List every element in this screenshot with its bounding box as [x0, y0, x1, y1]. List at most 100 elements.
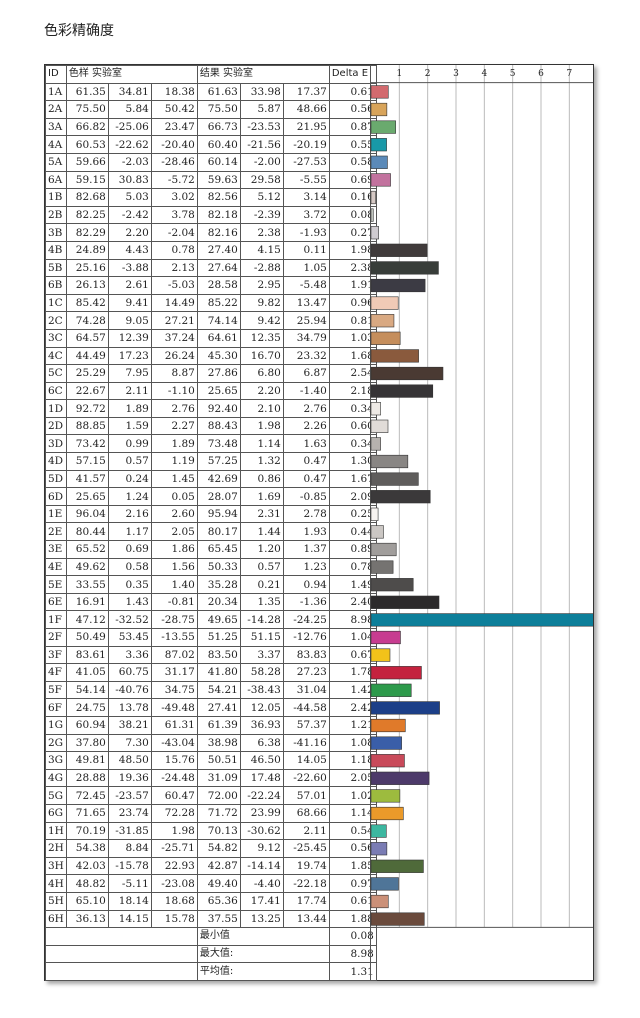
bar-2A [370, 102, 388, 117]
sample-b: 15.78 [150, 909, 198, 929]
result-l: 85.22 [196, 293, 241, 313]
bar-3E [370, 542, 397, 557]
bar-5C [370, 366, 444, 381]
summary-label: 平均值: [196, 962, 330, 981]
sample-l: 25.65 [65, 487, 109, 506]
sample-a: 38.21 [107, 715, 152, 735]
sample-a: 53.45 [107, 628, 152, 647]
sample-l: 49.62 [65, 557, 109, 577]
sample-a: 13.78 [107, 698, 152, 717]
table-row: 1E 96.04 2.16 2.60 95.94 2.31 2.78 0.25 [45, 504, 377, 524]
axis-tick-label: 5 [510, 69, 516, 79]
sample-l: 54.14 [65, 680, 109, 700]
bar-2F [370, 630, 401, 645]
table-row: 1D 92.72 1.89 2.76 92.40 2.10 2.76 0.34 [45, 399, 377, 418]
result-a: 9.82 [239, 293, 284, 313]
bar-2D [370, 419, 389, 433]
table-row: 5B 25.16 -3.88 2.13 27.64 -2.88 1.05 2.38 [45, 258, 377, 278]
sample-l: 48.82 [65, 874, 109, 893]
result-l: 27.40 [196, 240, 241, 260]
result-l: 45.30 [196, 346, 241, 366]
result-l: 31.09 [196, 768, 241, 788]
patch-id: 6E [45, 592, 67, 612]
sample-a: 14.15 [107, 909, 152, 929]
result-l: 83.50 [196, 645, 241, 665]
result-l: 42.69 [196, 469, 241, 489]
result-l: 61.39 [196, 715, 241, 735]
result-a: 58.28 [239, 663, 284, 682]
result-a: 46.50 [239, 751, 284, 770]
result-l: 65.36 [196, 891, 241, 911]
sample-a: 4.43 [107, 240, 152, 260]
result-l: 75.50 [196, 100, 241, 119]
result-a: -30.62 [239, 821, 284, 841]
bar-4F [370, 666, 422, 680]
result-a: 6.80 [239, 364, 284, 383]
sample-a: 0.58 [107, 557, 152, 577]
table-row: 4G 28.88 19.36 -24.48 31.09 17.48 -22.60 2.05 [45, 768, 377, 788]
result-a: 6.38 [239, 733, 284, 753]
sample-l: 25.29 [65, 364, 109, 383]
table-row: 4H 48.82 -5.11 -23.08 49.40 -4.40 -22.18 0.97 [45, 874, 377, 893]
patch-id: 3C [45, 328, 67, 348]
result-b: -12.76 [282, 628, 330, 647]
result-a: -14.28 [239, 610, 284, 629]
patch-id: 2F [45, 628, 67, 647]
result-l: 20.34 [196, 592, 241, 612]
patch-id: 1F [45, 610, 67, 629]
bar-4C [370, 349, 419, 363]
header-sample-lab: 色样 实验室 [65, 65, 198, 84]
table-row: 1G 60.94 38.21 61.31 61.39 36.93 57.37 1.21 [45, 715, 377, 735]
sample-l: 70.19 [65, 821, 109, 841]
sample-b: -20.40 [150, 135, 198, 154]
patch-id: 1H [45, 821, 67, 841]
sample-a: 9.05 [107, 311, 152, 330]
summary-row: 最大值: 8.98 [45, 944, 377, 964]
delta-e-value: 1.91 [328, 276, 377, 295]
axis-tick-label: 3 [453, 69, 459, 79]
sample-l: 41.57 [65, 469, 109, 489]
table-row: 4A 60.53 -22.62 -20.40 60.40 -21.56 -20.19 0.55 [45, 135, 377, 154]
bar-1F [370, 613, 593, 627]
bar-3F [370, 648, 391, 662]
sample-l: 85.42 [65, 293, 109, 313]
result-a: -2.39 [239, 205, 284, 225]
sample-a: -31.85 [107, 821, 152, 841]
result-l: 74.14 [196, 311, 241, 330]
result-a: 51.15 [239, 628, 284, 647]
table-row: 1C 85.42 9.41 14.49 85.22 9.82 13.47 0.96 [45, 293, 377, 313]
patch-id: 6F [45, 698, 67, 717]
sample-b: 3.78 [150, 205, 198, 225]
result-l: 70.13 [196, 821, 241, 841]
sample-b: -5.03 [150, 276, 198, 295]
sample-b: 27.21 [150, 311, 198, 330]
bar-6D [370, 490, 431, 504]
sample-a: 2.11 [107, 381, 152, 401]
result-b: 31.04 [282, 680, 330, 700]
patch-id: 5F [45, 680, 67, 700]
delta-e-value: 0.25 [328, 504, 377, 524]
patch-id: 3E [45, 540, 67, 559]
patch-id: 4C [45, 346, 67, 366]
sample-l: 44.49 [65, 346, 109, 366]
result-a: 9.42 [239, 311, 284, 330]
bar-5A [370, 155, 388, 169]
table-header: ID 色样 实验室 结果 实验室 Delta E [45, 65, 377, 84]
bar-2C [370, 314, 395, 328]
sample-b: 26.24 [150, 346, 198, 366]
sample-a: 2.20 [107, 223, 152, 242]
table-row: 2D 88.85 1.59 2.27 88.43 1.98 2.26 0.60 [45, 416, 377, 436]
sample-a: 19.36 [107, 768, 152, 788]
result-l: 28.58 [196, 276, 241, 295]
result-l: 82.18 [196, 205, 241, 225]
patch-id: 3B [45, 223, 67, 242]
sample-l: 83.61 [65, 645, 109, 665]
result-l: 88.43 [196, 416, 241, 436]
result-l: 61.63 [196, 82, 241, 102]
patch-id: 2B [45, 205, 67, 225]
result-b: 0.47 [282, 469, 330, 489]
sample-b: 2.60 [150, 504, 198, 524]
sample-a: 0.99 [107, 434, 152, 454]
sample-b: -1.10 [150, 381, 198, 401]
sample-a: 0.57 [107, 452, 152, 471]
